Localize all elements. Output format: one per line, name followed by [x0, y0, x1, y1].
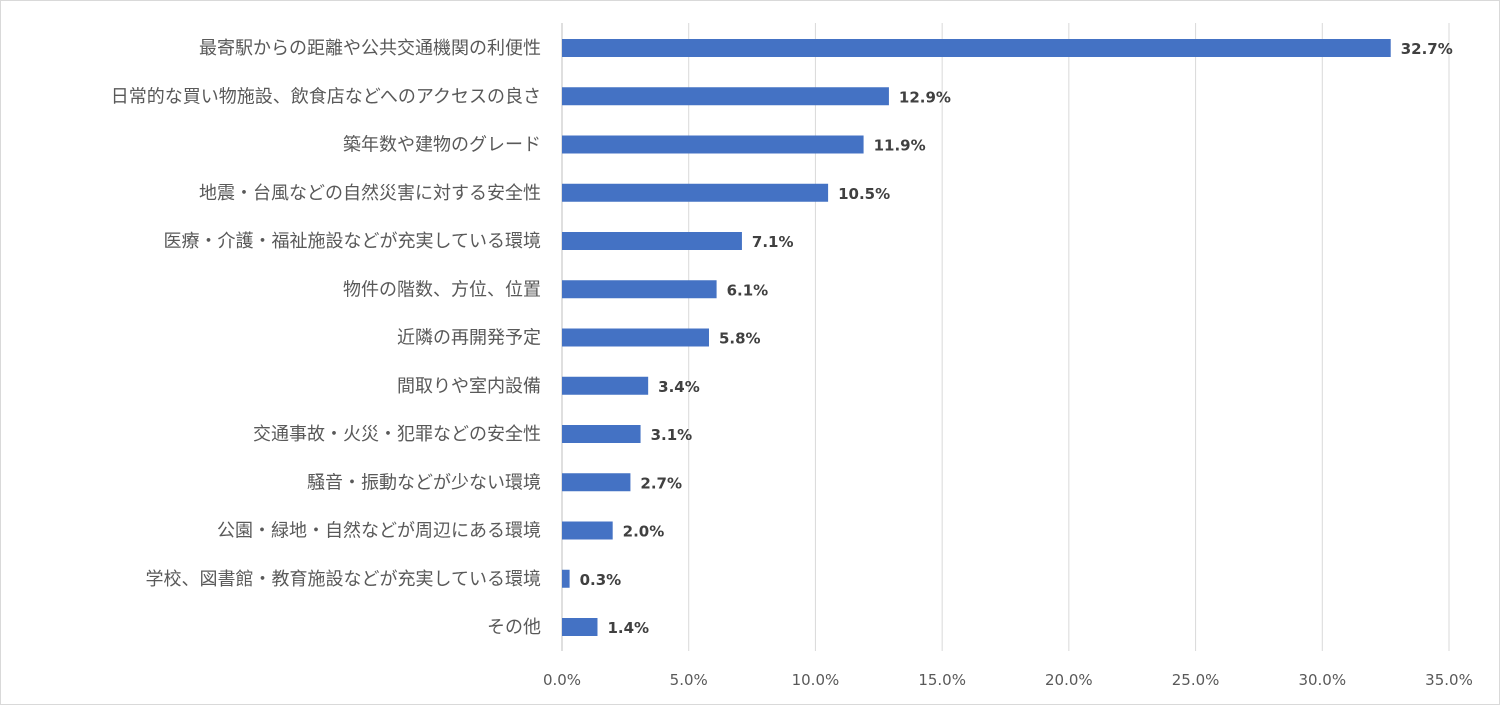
- bar: [562, 521, 613, 540]
- category-label: 公園・緑地・自然などが周辺にある環境: [217, 521, 541, 542]
- x-tick-label: 15.0%: [918, 671, 966, 689]
- data-label: 1.4%: [607, 619, 649, 637]
- data-label: 11.9%: [874, 137, 926, 155]
- data-label: 12.9%: [899, 88, 951, 106]
- category-label: 近隣の再開発予定: [397, 328, 541, 349]
- category-label: 地震・台風などの自然災害に対する安全性: [199, 183, 541, 204]
- category-label: 最寄駅からの距離や公共交通機関の利便性: [199, 38, 541, 59]
- data-label: 2.0%: [623, 523, 665, 541]
- data-label: 0.3%: [580, 571, 622, 589]
- data-label: 2.7%: [640, 474, 682, 492]
- bar: [562, 473, 631, 492]
- bar: [562, 328, 709, 347]
- x-tick-label: 5.0%: [670, 671, 708, 689]
- x-tick-label: 0.0%: [543, 671, 581, 689]
- category-label: 築年数や建物のグレード: [343, 135, 541, 156]
- category-label: 物件の階数、方位、位置: [343, 279, 541, 300]
- bar: [562, 87, 889, 106]
- bar: [562, 135, 864, 154]
- category-label: 間取りや室内設備: [397, 376, 541, 397]
- x-tick-label: 30.0%: [1298, 671, 1346, 689]
- data-label: 7.1%: [752, 233, 794, 251]
- category-label: その他: [487, 617, 541, 638]
- category-label: 医療・介護・福祉施設などが充実している環境: [164, 231, 541, 252]
- category-label: 騒音・振動などが少ない環境: [307, 472, 541, 493]
- data-label: 6.1%: [727, 281, 769, 299]
- data-label: 32.7%: [1401, 40, 1453, 58]
- bar: [562, 183, 829, 202]
- x-tick-label: 25.0%: [1172, 671, 1220, 689]
- category-label: 学校、図書館・教育施設などが充実している環境: [146, 569, 541, 590]
- bar: [562, 39, 1391, 57]
- data-label: 5.8%: [719, 330, 761, 348]
- data-label: 3.4%: [658, 378, 700, 396]
- bar: [562, 569, 570, 588]
- x-tick-label: 10.0%: [792, 671, 840, 689]
- x-tick-label: 35.0%: [1425, 671, 1473, 689]
- category-label: 日常的な買い物施設、飲食店などへのアクセスの良さ: [111, 86, 541, 107]
- bar: [562, 232, 742, 250]
- bar: [562, 376, 649, 395]
- bar: [562, 425, 641, 443]
- x-tick-label: 20.0%: [1045, 671, 1093, 689]
- data-label: 10.5%: [838, 185, 890, 203]
- bar: [562, 618, 598, 636]
- category-label: 交通事故・火災・犯罪などの安全性: [253, 424, 541, 445]
- bar: [562, 280, 717, 299]
- data-label: 3.1%: [651, 426, 693, 444]
